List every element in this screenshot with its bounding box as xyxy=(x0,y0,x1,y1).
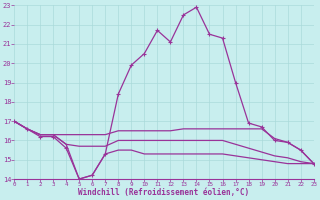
X-axis label: Windchill (Refroidissement éolien,°C): Windchill (Refroidissement éolien,°C) xyxy=(78,188,250,197)
